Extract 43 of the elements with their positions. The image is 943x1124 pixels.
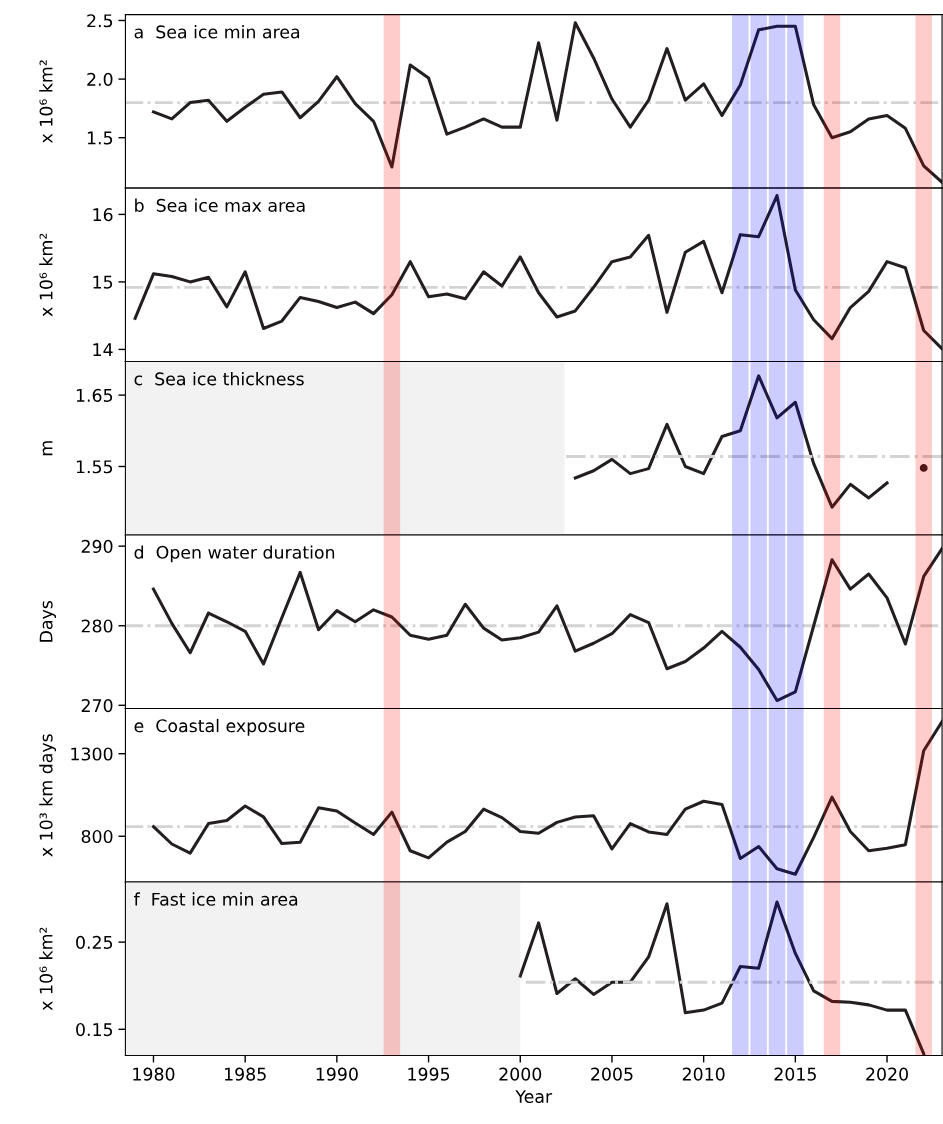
x-tick-label: 2010 [682,1067,725,1081]
y-axis-title: Days [39,600,56,642]
y-axis-title: x 10⁶ km² [39,233,53,317]
y-tick-label: 280 [81,619,113,633]
y-tick-label: 16 [93,208,113,222]
chart-title: a Sea ice min area [134,25,300,39]
line-series [151,547,943,703]
x-tick-label: 1990 [316,1067,358,1081]
y-axis-title: m [42,441,53,456]
x-tick-label: 1980 [133,1067,175,1081]
x-axis-title: Year [515,1090,553,1104]
y-tick-label: 2.5 [87,14,113,28]
x-tick-label: 1995 [408,1067,450,1081]
x-tick-label: 1985 [224,1067,266,1081]
line-series [151,720,943,876]
y-axis-title: x 10⁶ km² [39,60,53,143]
y-tick-label: 14 [93,343,113,356]
text: e Coastal exposure [134,718,305,736]
line-series [133,193,943,351]
y-tick-label: 0.15 [76,1023,113,1037]
x-tick-label: 2000 [499,1067,542,1081]
y-tick-label: 290 [81,539,113,554]
y-tick-label: 15 [93,275,113,289]
y-axis-title: x 10⁶ km² [39,927,53,1011]
x-tick-label: 2005 [591,1067,633,1081]
x-tick-label: 2020 [866,1067,908,1081]
chart-title: b Sea ice max area [135,198,305,212]
y-tick-label: 800 [81,829,113,844]
line-series [573,374,889,509]
y-tick-label: 1.55 [76,460,113,474]
y-tick-label: 1.5 [87,131,113,145]
chart-title: f Fast ice min area [133,892,298,906]
y-tick-label: 1.65 [76,388,113,402]
y-tick-label: 2.0 [87,72,113,86]
y-tick-label: 0.25 [76,935,113,949]
y-tick-label: 270 [81,699,113,713]
y-axis-title: x 10³ km days [39,734,56,857]
y-tick-label: 1300 [71,747,113,761]
text: d Open water duration [134,545,335,563]
chart-title: c Sea ice thickness [134,371,304,386]
x-tick-label: 2015 [774,1067,816,1081]
line-series [151,21,943,184]
line-series [518,900,926,1056]
